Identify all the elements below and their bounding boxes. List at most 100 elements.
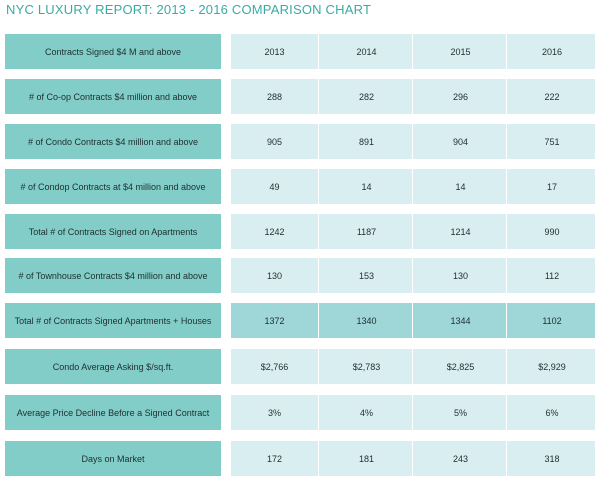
column-divider [506, 258, 507, 293]
value-cell: 751 [544, 136, 560, 147]
table-row: # of Condop Contracts at $4 million and … [5, 169, 595, 204]
value-cell: 14 [361, 181, 372, 192]
value-group: 288 282 296 222 [231, 79, 595, 114]
value-group: 1242 1187 1214 990 [231, 214, 595, 249]
column-divider [318, 124, 319, 159]
column-divider [318, 441, 319, 476]
column-divider [412, 214, 413, 249]
table-row: Days on Market 172 181 243 318 [5, 441, 595, 476]
column-divider [412, 258, 413, 293]
column-divider [412, 349, 413, 384]
row-label-cell: # of Condo Contracts $4 million and abov… [5, 124, 221, 159]
value-cell: 1187 [356, 226, 377, 237]
value-cell: 181 [358, 453, 375, 464]
value-group: 172 181 243 318 [231, 441, 595, 476]
table-row: Total # of Contracts Signed Apartments +… [5, 303, 595, 338]
header-label-cell: Contracts Signed $4 M and above [5, 34, 221, 69]
column-divider [318, 214, 319, 249]
value-cell: 990 [544, 226, 560, 237]
value-cell: 282 [358, 91, 375, 102]
row-label-cell: Condo Average Asking $/sq.ft. [5, 349, 221, 384]
year-header-cell: 2015 [450, 46, 471, 57]
value-group: $2,766 $2,783 $2,825 $2,929 [231, 349, 595, 384]
value-cell: 891 [358, 136, 375, 147]
column-divider [506, 303, 507, 338]
value-cell: 130 [452, 270, 469, 281]
value-cell: 1102 [542, 315, 562, 326]
table-row: # of Condo Contracts $4 million and abov… [5, 124, 595, 159]
value-group: 49 14 14 17 [231, 169, 595, 204]
value-group: 1372 1340 1344 1102 [231, 303, 595, 338]
column-divider [318, 395, 319, 430]
value-cell: 288 [266, 91, 283, 102]
column-divider [318, 79, 319, 114]
chart-title: NYC LUXURY REPORT: 2013 - 2016 COMPARISO… [6, 2, 372, 17]
value-cell: 153 [358, 270, 375, 281]
column-divider [412, 79, 413, 114]
value-cell: $2,783 [352, 361, 381, 372]
column-divider [318, 34, 319, 69]
row-label-cell: Days on Market [5, 441, 221, 476]
value-cell: 112 [544, 270, 560, 281]
table-row: Average Price Decline Before a Signed Co… [5, 395, 595, 430]
header-row: Contracts Signed $4 M and above 2013 2014 2… [5, 34, 595, 69]
value-cell: $2,766 [260, 361, 289, 372]
column-divider [506, 169, 507, 204]
year-header-cell: 2016 [541, 46, 563, 57]
column-divider [506, 441, 507, 476]
column-divider [506, 395, 507, 430]
value-cell: 17 [546, 181, 557, 192]
value-group: 905 891 904 751 [231, 124, 595, 159]
value-cell: 904 [452, 136, 469, 147]
column-divider [318, 169, 319, 204]
value-cell: $2,929 [538, 361, 566, 372]
value-cell: 1340 [356, 315, 377, 326]
table-row: # of Co-op Contracts $4 million and abov… [5, 79, 595, 114]
value-cell: 14 [455, 181, 466, 192]
column-divider [318, 258, 319, 293]
column-divider [506, 214, 507, 249]
year-header-cell: 2014 [356, 46, 377, 57]
value-cell: 6% [545, 407, 559, 418]
column-divider [412, 303, 413, 338]
value-cell: 5% [453, 407, 467, 418]
value-cell: 4% [359, 407, 373, 418]
column-divider [412, 34, 413, 69]
row-label-cell: Average Price Decline Before a Signed Co… [5, 395, 221, 430]
value-cell: 172 [266, 453, 283, 464]
value-cell: 243 [452, 453, 469, 464]
value-cell: 1344 [450, 315, 471, 326]
column-divider [412, 124, 413, 159]
row-label-cell: # of Townhouse Contracts $4 million and … [5, 258, 221, 293]
column-divider [412, 441, 413, 476]
row-label-cell: # of Condop Contracts at $4 million and … [5, 169, 221, 204]
value-cell: 318 [544, 453, 560, 464]
row-label-cell: Total # of Contracts Signed Apartments +… [5, 303, 221, 338]
value-cell: 1372 [264, 315, 285, 326]
year-header-cell: 2013 [264, 46, 285, 57]
value-cell: 1214 [450, 226, 471, 237]
value-group: 130 153 130 112 [231, 258, 595, 293]
column-divider [412, 169, 413, 204]
column-divider [412, 395, 413, 430]
column-divider [506, 349, 507, 384]
value-group: 3% 4% 5% 6% [231, 395, 595, 430]
value-group: 2013 2014 2015 2016 [231, 34, 595, 69]
table-row: Total # of Contracts Signed on Apartment… [5, 214, 595, 249]
value-cell: 296 [452, 91, 469, 102]
value-cell: $2,825 [446, 361, 475, 372]
value-cell: 222 [544, 91, 560, 102]
column-divider [318, 303, 319, 338]
column-divider [506, 79, 507, 114]
value-cell: 905 [266, 136, 283, 147]
row-label-cell: # of Co-op Contracts $4 million and abov… [5, 79, 221, 114]
value-cell: 130 [266, 270, 283, 281]
table-row: Condo Average Asking $/sq.ft. $2,766 $2,78… [5, 349, 595, 384]
row-label-cell: Total # of Contracts Signed on Apartment… [5, 214, 221, 249]
value-cell: 1242 [264, 226, 285, 237]
table-row: # of Townhouse Contracts $4 million and … [5, 258, 595, 293]
value-cell: 49 [269, 181, 280, 192]
value-cell: 3% [267, 407, 281, 418]
column-divider [318, 349, 319, 384]
column-divider [506, 34, 507, 69]
